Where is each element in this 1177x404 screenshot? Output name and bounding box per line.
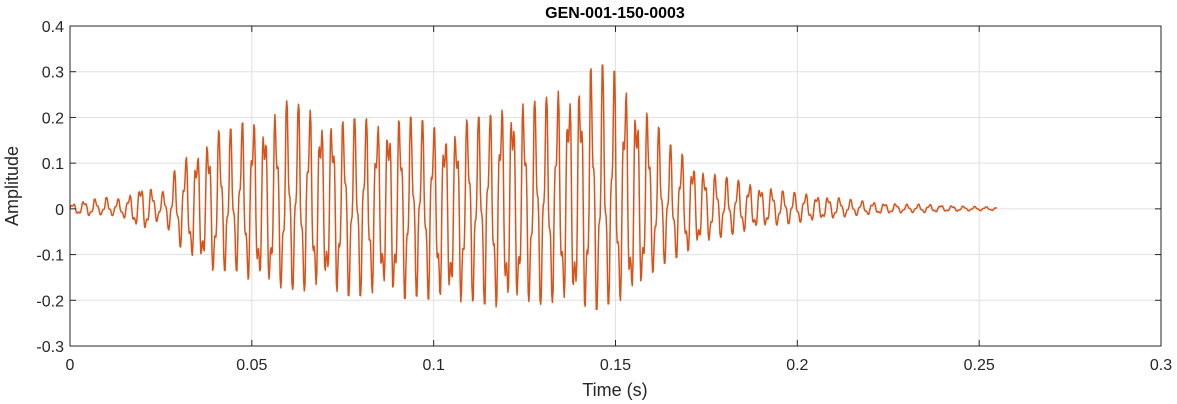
y-tick-label: 0.4 [42, 19, 64, 36]
y-tick-label: -0.2 [36, 293, 64, 310]
x-axis-label: Time (s) [582, 380, 647, 400]
y-tick-label: 0.3 [42, 65, 64, 82]
ticks [69, 25, 1162, 347]
x-tick-label: 0.15 [600, 357, 631, 374]
y-tick-label: 0.2 [42, 110, 64, 127]
x-tick-label: 0.3 [1150, 357, 1172, 374]
x-tick-label: 0.2 [786, 357, 808, 374]
waveform-series-line [69, 64, 998, 311]
x-tick-label: 0.05 [236, 357, 267, 374]
y-tick-label: -0.3 [36, 339, 64, 356]
x-tick-label: 0 [66, 357, 75, 374]
x-tick-labels: 0 0.05 0.1 0.15 0.2 0.25 0.3 [66, 357, 1173, 374]
chart-title: GEN-001-150-0003 [545, 5, 685, 22]
y-tick-label: -0.1 [36, 248, 64, 265]
y-tick-label: 0 [55, 202, 64, 219]
y-tick-label: 0.1 [42, 156, 64, 173]
y-tick-labels: -0.3 -0.2 -0.1 0 0.1 0.2 0.3 0.4 [36, 19, 64, 356]
x-tick-label: 0.1 [423, 357, 445, 374]
y-axis-label: Amplitude [2, 146, 22, 226]
x-tick-label: 0.25 [964, 357, 995, 374]
